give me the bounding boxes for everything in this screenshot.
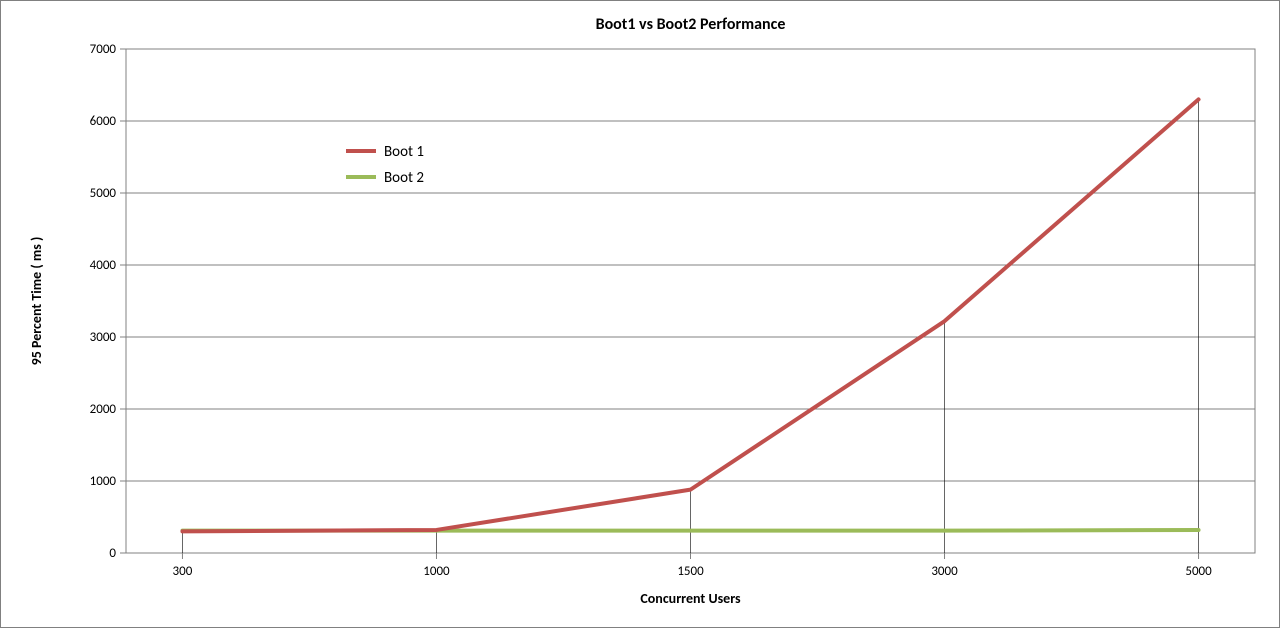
x-axis-label: Concurrent Users bbox=[640, 590, 741, 607]
chart-frame: Boot1 vs Boot2 Performance 0 1000 2000 3000 4… bbox=[0, 0, 1280, 628]
xtick-label: 300 bbox=[173, 564, 193, 579]
xtick-label: 1000 bbox=[423, 564, 450, 579]
xtick-label: 5000 bbox=[1185, 564, 1212, 579]
ytick-label: 4000 bbox=[90, 258, 117, 273]
plot-area bbox=[126, 49, 1255, 553]
chart-title: Boot1 vs Boot2 Performance bbox=[596, 15, 786, 34]
chart-svg: Boot1 vs Boot2 Performance 0 1000 2000 3000 4… bbox=[1, 1, 1279, 627]
legend-label: Boot 1 bbox=[384, 143, 424, 161]
series-line bbox=[182, 99, 1198, 531]
ytick-label: 5000 bbox=[90, 186, 117, 201]
ytick-label: 3000 bbox=[90, 330, 117, 345]
ytick-label: 7000 bbox=[90, 42, 117, 57]
ytick-label: 2000 bbox=[90, 402, 117, 417]
xtick-label: 1500 bbox=[677, 564, 704, 579]
ytick-label: 1000 bbox=[90, 474, 117, 489]
legend-label: Boot 2 bbox=[384, 169, 424, 187]
xtick-label: 3000 bbox=[931, 564, 958, 579]
ytick-label: 0 bbox=[109, 546, 116, 561]
y-axis-label: 95 Percent Time ( ms ) bbox=[28, 237, 45, 366]
ytick-label: 6000 bbox=[90, 114, 117, 129]
